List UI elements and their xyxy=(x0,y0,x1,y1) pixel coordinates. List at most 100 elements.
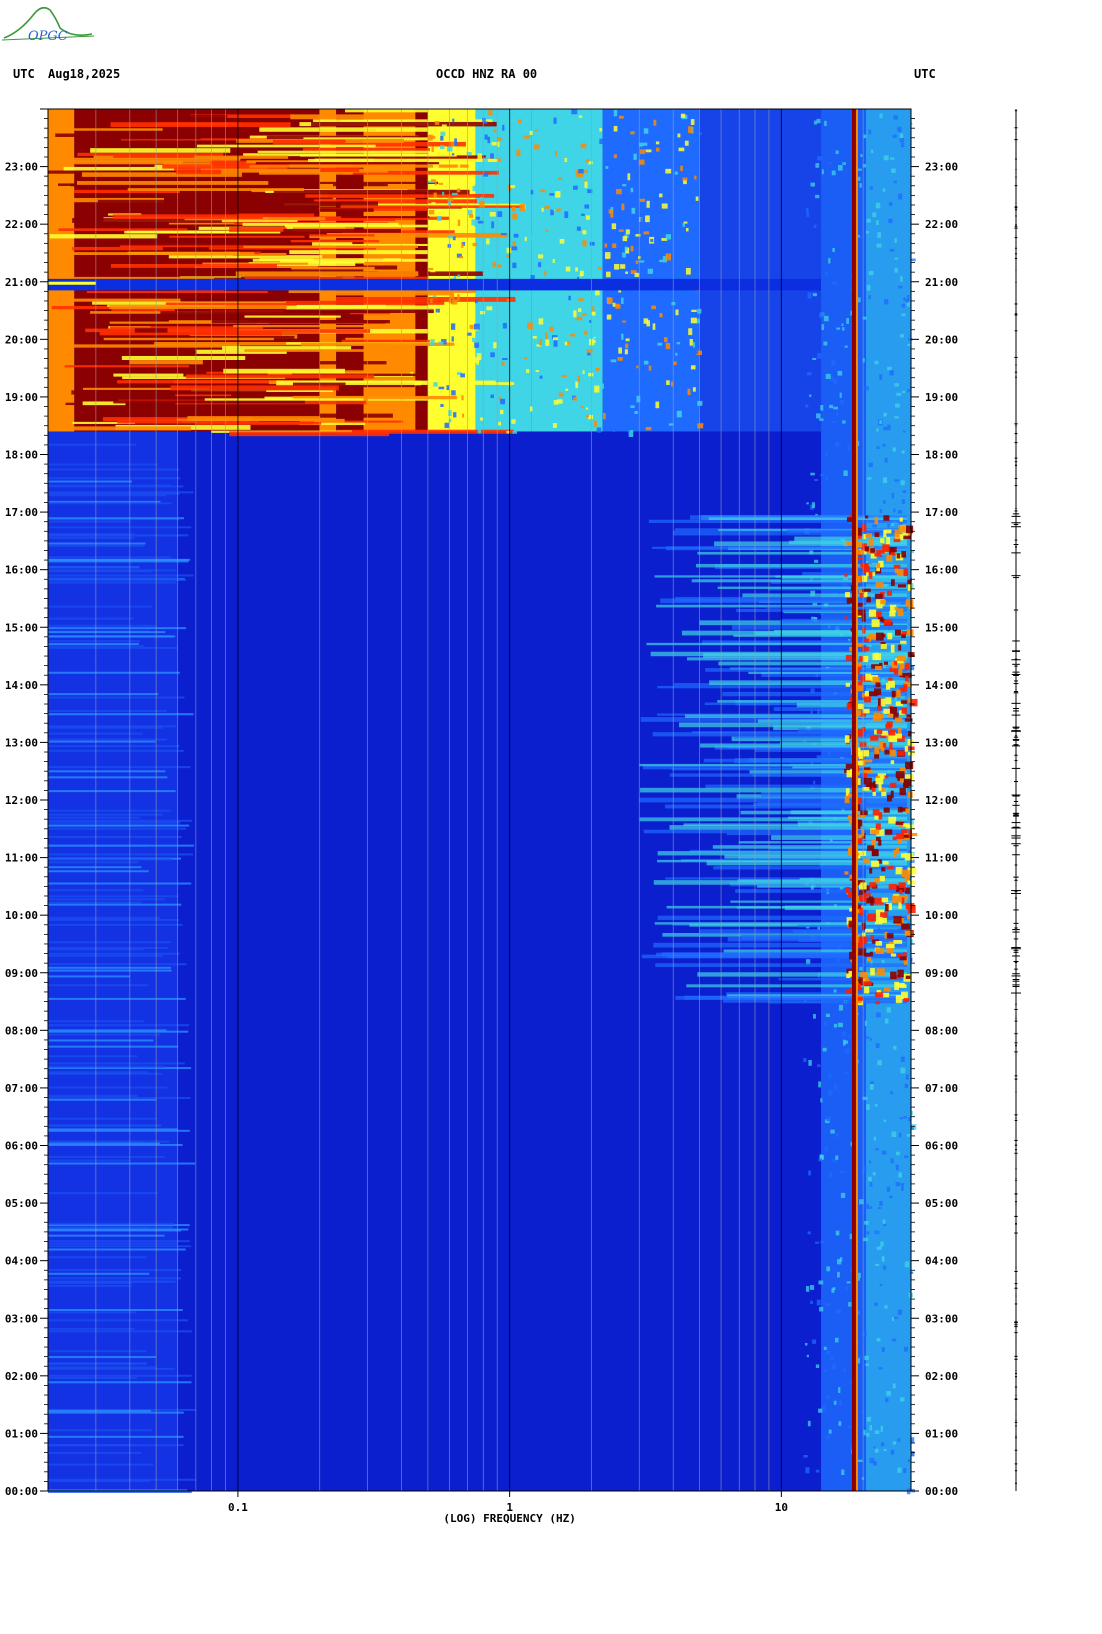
energy-speckle xyxy=(642,142,648,146)
hf-speckle xyxy=(805,404,809,408)
burst-speckle xyxy=(906,629,914,636)
hf-speckle xyxy=(876,1338,881,1342)
burst-band xyxy=(758,719,907,723)
hf-speckle xyxy=(892,134,897,139)
hf-speckle xyxy=(847,444,851,451)
energy-speckle xyxy=(434,121,440,125)
energy-speckle xyxy=(692,257,699,262)
burst-speckle xyxy=(874,992,884,998)
burst-speckle xyxy=(862,655,869,663)
energy-speckle xyxy=(452,118,455,123)
burst-speckle xyxy=(905,931,912,935)
burst-speckle xyxy=(865,673,872,681)
energy-stripe xyxy=(112,214,263,219)
energy-speckle xyxy=(593,217,599,224)
noise-streak xyxy=(48,526,192,529)
hf-speckle xyxy=(830,1129,835,1134)
burst-speckle xyxy=(888,677,893,682)
energy-stripe xyxy=(245,181,439,184)
energy-stripe xyxy=(289,164,469,168)
burst-speckle xyxy=(846,597,854,604)
energy-speckle xyxy=(611,389,614,392)
hf-speckle xyxy=(899,133,904,140)
burst-speckle xyxy=(846,517,855,522)
burst-band xyxy=(718,661,907,666)
burst-speckle xyxy=(886,933,894,939)
burst-speckle xyxy=(899,664,905,669)
burst-speckle xyxy=(878,917,887,924)
burst-speckle xyxy=(857,904,862,910)
energy-stripe xyxy=(257,150,429,153)
noise-streak xyxy=(48,643,139,646)
noise-streak xyxy=(48,1234,165,1237)
burst-band xyxy=(778,977,907,981)
burst-speckle xyxy=(897,608,904,617)
burst-speckle xyxy=(848,819,855,825)
burst-speckle xyxy=(870,735,879,741)
hf-speckle xyxy=(884,1305,888,1309)
energy-stripe xyxy=(97,199,188,203)
noise-streak xyxy=(48,882,192,885)
energy-speckle xyxy=(641,399,646,403)
hf-speckle xyxy=(864,1355,869,1361)
energy-speckle xyxy=(695,318,700,324)
energy-stripe xyxy=(202,262,308,265)
hf-speckle xyxy=(898,1132,902,1138)
noise-streak xyxy=(48,1222,175,1225)
burst-speckle xyxy=(896,833,904,840)
energy-speckle xyxy=(612,243,617,248)
hf-speckle xyxy=(883,426,888,431)
energy-speckle xyxy=(614,160,619,164)
burst-speckle xyxy=(905,975,911,979)
hf-speckle xyxy=(825,1394,830,1399)
noise-streak xyxy=(48,536,135,539)
hf-speckle xyxy=(904,1261,910,1268)
noise-streak xyxy=(48,1444,184,1447)
burst-band xyxy=(683,823,907,827)
hf-speckle xyxy=(823,341,828,346)
noise-streak xyxy=(48,1367,176,1370)
hf-speckle xyxy=(869,1160,872,1164)
burst-speckle xyxy=(861,543,867,551)
noise-streak xyxy=(48,1269,182,1272)
energy-speckle xyxy=(589,241,595,246)
burst-speckle xyxy=(906,525,914,534)
hf-speckle xyxy=(876,446,880,450)
energy-speckle xyxy=(587,352,591,356)
burst-speckle xyxy=(879,875,885,882)
energy-speckle xyxy=(574,388,580,394)
burst-band xyxy=(653,942,907,948)
burst-speckle xyxy=(874,878,880,883)
hf-speckle xyxy=(879,374,883,381)
energy-speckle xyxy=(433,382,438,387)
hf-speckle xyxy=(894,416,899,419)
energy-speckle xyxy=(684,140,689,146)
hf-speckle xyxy=(875,1148,879,1151)
energy-speckle xyxy=(451,153,455,156)
y-tick-label-right: 19:00 xyxy=(925,391,958,404)
energy-speckle xyxy=(441,124,447,127)
burst-speckle xyxy=(899,778,904,783)
hf-speckle xyxy=(868,1176,872,1182)
energy-speckle xyxy=(588,372,594,377)
energy-speckle xyxy=(441,339,447,345)
hf-speckle xyxy=(841,323,844,327)
energy-speckle xyxy=(442,191,445,196)
burst-speckle xyxy=(869,868,873,874)
energy-speckle xyxy=(673,197,677,202)
y-tick-label-right: 18:00 xyxy=(925,449,958,462)
burst-speckle xyxy=(862,534,867,540)
energy-speckle xyxy=(683,221,688,224)
energy-speckle xyxy=(454,138,458,146)
hf-speckle xyxy=(839,1170,845,1173)
hf-speckle xyxy=(819,312,824,318)
energy-speckle xyxy=(490,352,495,358)
energy-speckle xyxy=(664,337,668,343)
energy-stripe xyxy=(200,168,388,173)
burst-speckle xyxy=(864,591,868,598)
hf-speckle xyxy=(878,1367,883,1370)
burst-speckle xyxy=(874,746,880,755)
hf-speckle xyxy=(862,1331,867,1337)
energy-stripe xyxy=(308,158,498,162)
hf-speckle xyxy=(807,1231,811,1235)
